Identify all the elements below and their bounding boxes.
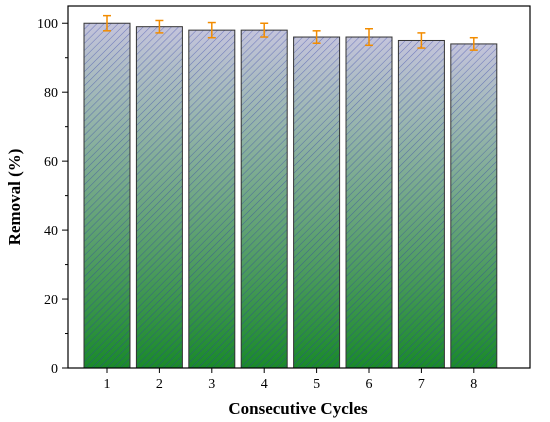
x-tick-label-2: 2 [156,377,163,392]
x-tick-label-5: 5 [313,377,320,392]
y-tick-label-100: 100 [37,17,58,32]
y-tick-label-60: 60 [44,155,58,170]
x-tick-label-4: 4 [261,377,268,392]
x-tick-label-3: 3 [208,377,215,392]
y-axis-title: Removal (%) [5,149,24,246]
bar-hatch-6 [345,36,393,369]
axes-group: 0 20 40 60 80 100 1 2 3 4 5 6 7 8 [37,5,531,392]
bar-hatch-5 [293,36,341,369]
bar-hatch-4 [240,29,288,369]
x-axis-title: Consecutive Cycles [228,399,368,418]
x-tick-label-8: 8 [470,377,477,392]
bars-group [83,22,498,369]
y-tick-label-20: 20 [44,293,58,308]
error-bars-group [103,14,478,51]
bar-hatch-7 [397,39,445,369]
x-tick-label-1: 1 [104,377,111,392]
x-tick-label-7: 7 [418,377,425,392]
y-tick-label-0: 0 [51,362,58,377]
bar-hatch-2 [135,26,183,369]
plot-frame [67,5,531,369]
y-tick-label-80: 80 [44,86,58,101]
y-tick-label-40: 40 [44,224,58,239]
bar-hatch-1 [83,22,131,369]
bar-hatch-3 [188,29,236,369]
bar-hatch-8 [450,43,498,369]
x-tick-label-6: 6 [366,377,373,392]
